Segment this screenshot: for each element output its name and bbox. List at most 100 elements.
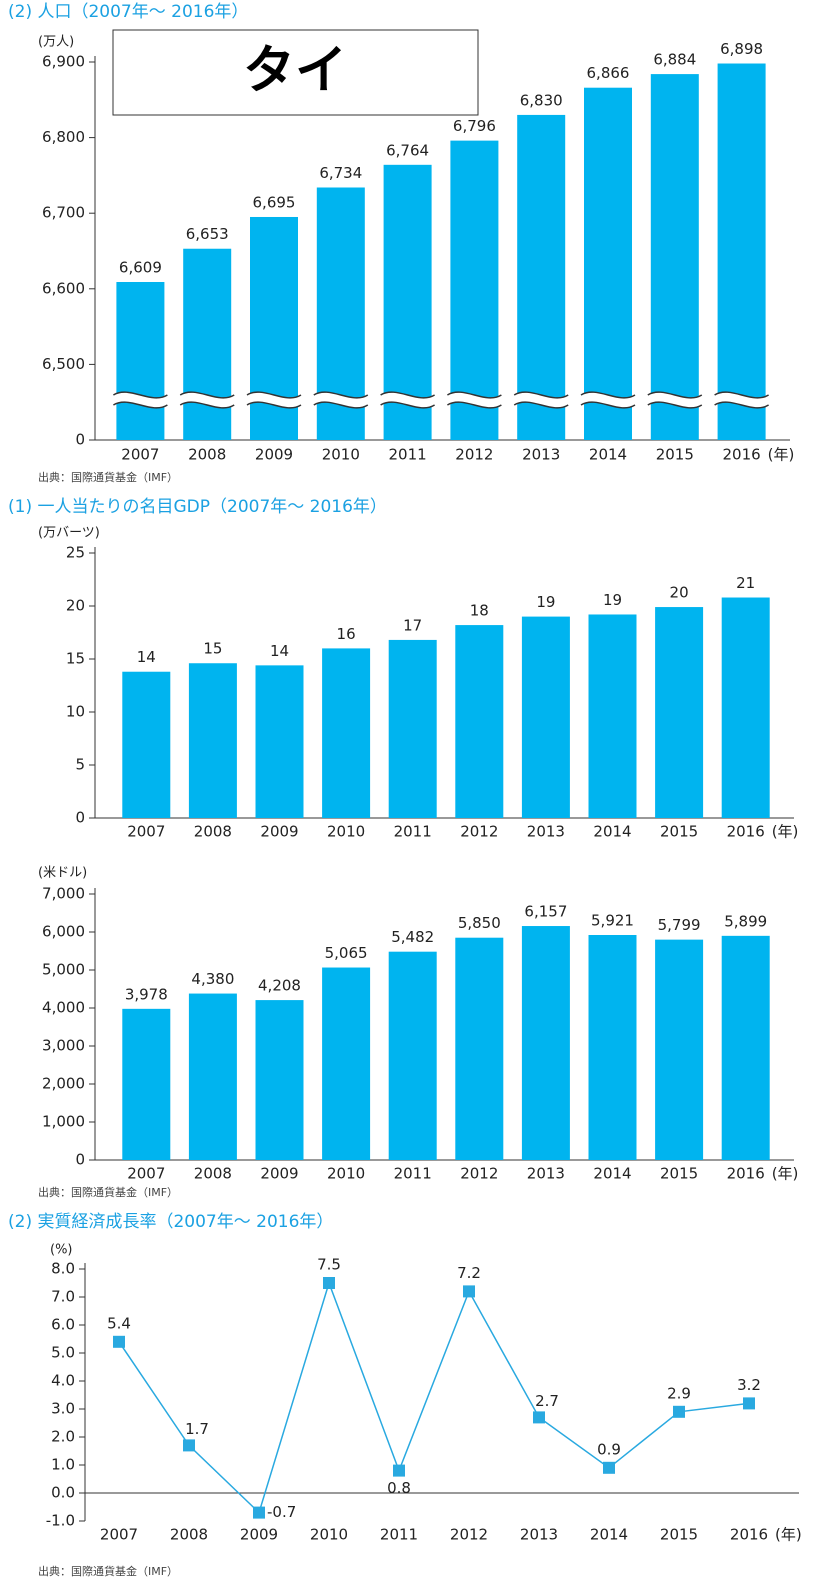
bar: [183, 248, 232, 440]
value-label: 6,695: [253, 193, 296, 211]
value-label: 2.7: [535, 1392, 559, 1410]
x-tick-label: 2008: [188, 446, 226, 464]
x-tick-label: 2010: [327, 823, 365, 841]
y-tick-label: 7.0: [51, 1288, 75, 1306]
axis-break-line: [714, 401, 769, 409]
axis-break: [247, 392, 301, 408]
value-label: 3,978: [125, 985, 168, 1003]
bar: [717, 63, 766, 441]
marker: [183, 1439, 195, 1452]
x-tick-label: 2011: [380, 1526, 418, 1544]
x-tick-label: 2014: [589, 446, 627, 464]
value-label: 5.4: [107, 1314, 131, 1332]
value-label: 6,157: [524, 903, 567, 921]
x-tick-label: 2016: [723, 446, 761, 464]
chart-title: (1) 一人当たりの名目GDP（2007年～ 2016年）: [8, 497, 387, 517]
y-tick-label: 6,500: [42, 355, 85, 373]
bar: [588, 935, 637, 1160]
bar: [455, 937, 504, 1160]
axis-break: [714, 392, 769, 408]
y-tick-label: 6,700: [42, 204, 85, 222]
x-tick-label: 2012: [460, 823, 498, 841]
y-tick-label: 7,000: [42, 885, 85, 903]
y-tick-label: 1,000: [42, 1113, 85, 1131]
axis-break-line: [714, 391, 769, 399]
bar: [122, 671, 171, 818]
y-tick-label: 4,000: [42, 999, 85, 1017]
value-label: -0.7: [267, 1503, 296, 1521]
x-tick-label: 2012: [460, 1165, 498, 1183]
axis-break-line: [513, 391, 569, 399]
axis-break: [581, 392, 635, 408]
x-tick-label: 2016: [730, 1526, 768, 1544]
y-tick-label: 2.0: [51, 1428, 75, 1446]
axis-break-line: [647, 401, 703, 409]
annotation: タイ: [243, 41, 347, 101]
bar: [388, 951, 437, 1160]
x-tick-label: 2007: [127, 823, 165, 841]
y-tick-label: 0: [75, 431, 85, 449]
x-tick-label: 2016: [727, 823, 765, 841]
line: [118, 1280, 750, 1514]
x-tick-label: 2008: [170, 1526, 208, 1544]
axis-break: [180, 392, 235, 408]
x-tick-label: 2015: [660, 1526, 698, 1544]
value-label: 0.8: [387, 1479, 411, 1497]
x-tick-label: 2015: [660, 1165, 698, 1183]
bar: [584, 87, 632, 440]
bar: [255, 665, 304, 818]
bar: [517, 114, 566, 441]
value-label: 6,796: [453, 117, 496, 135]
x-tick-label: 2016: [727, 1165, 765, 1183]
axis-break: [647, 392, 702, 408]
y-axis-unit: (万人): [38, 35, 74, 50]
value-label: 14: [137, 648, 156, 666]
bar: [255, 1000, 304, 1160]
bar: [388, 639, 437, 818]
value-label: 19: [536, 593, 555, 611]
y-tick-label: 6,900: [42, 53, 85, 71]
y-tick-label: 5,000: [42, 961, 85, 979]
x-tick-label: 2010: [327, 1165, 365, 1183]
x-tick-label: 2012: [455, 446, 493, 464]
x-axis-unit: (年): [775, 1526, 802, 1544]
axis-break-line: [313, 401, 369, 409]
bar: [188, 993, 237, 1160]
y-tick-label: 0: [75, 809, 85, 827]
y-tick-label: 6,800: [42, 128, 85, 146]
value-label: 6,830: [520, 91, 563, 109]
bar: [450, 140, 499, 440]
y-tick-label: 25: [66, 544, 85, 562]
axis-break: [313, 392, 368, 408]
x-tick-label: 2009: [240, 1526, 278, 1544]
axis-break: [514, 392, 569, 408]
value-label: 6,609: [119, 258, 162, 276]
source: 出典：国際通貨基金（IMF）: [38, 470, 178, 484]
value-label: 0.9: [597, 1440, 621, 1458]
marker: [393, 1464, 405, 1477]
y-tick-label: 5.0: [51, 1344, 75, 1362]
x-tick-label: 2008: [194, 823, 232, 841]
value-label: 5,799: [658, 916, 701, 934]
marker: [673, 1405, 685, 1418]
bar: [721, 935, 770, 1160]
y-tick-label: 0: [75, 1151, 85, 1169]
y-tick-label: 0.0: [51, 1484, 75, 1502]
axis-break-line: [246, 401, 302, 409]
value-label: 6,898: [720, 40, 763, 58]
x-tick-label: 2007: [121, 446, 159, 464]
axis-break: [113, 392, 168, 408]
axis-break: [380, 392, 435, 408]
value-label: 5,482: [391, 928, 434, 946]
axis-break-line: [313, 391, 369, 399]
value-label: 21: [736, 574, 755, 592]
bar: [521, 616, 570, 818]
value-label: 6,653: [186, 225, 229, 243]
bar: [455, 625, 504, 818]
axis-break: [447, 392, 502, 408]
axis-break-line: [513, 401, 569, 409]
axis-break-line: [380, 391, 435, 399]
annotation-box: [112, 29, 479, 116]
value-label: 6,734: [319, 164, 362, 182]
y-tick-label: 3.0: [51, 1400, 75, 1418]
